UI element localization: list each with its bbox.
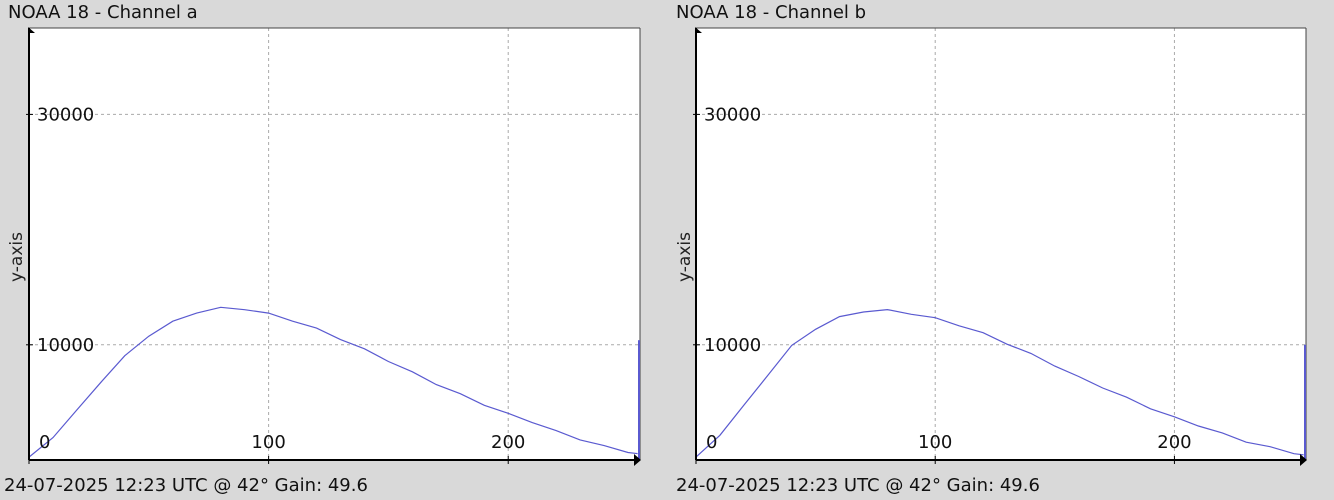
chart-footer: 24-07-2025 12:23 UTC @ 42° Gain: 49.6 xyxy=(676,475,1040,496)
y-axis-arrow xyxy=(28,27,35,33)
chart-plot-area: 0 100 200 10000 30000 xyxy=(693,27,1307,466)
plot-background xyxy=(696,28,1306,460)
y-tick-label: 10000 xyxy=(37,335,94,356)
y-tick-label: 30000 xyxy=(37,104,94,125)
x-tick-label: 200 xyxy=(1157,432,1191,453)
series-line xyxy=(28,306,638,458)
x-tick-label: 100 xyxy=(251,432,285,453)
chart-panel-channel-b: NOAA 18 - Channel b y-axis 0 100 200 10000 3… xyxy=(667,0,1334,500)
y-tick-label: 10000 xyxy=(704,335,761,356)
x-axis-arrow xyxy=(634,454,641,466)
x-axis-arrow xyxy=(1300,454,1307,466)
chart-title: NOAA 18 - Channel a xyxy=(8,2,198,23)
x-tick-label: 200 xyxy=(491,432,525,453)
series-line xyxy=(695,308,1304,458)
x-tick-label: 0 xyxy=(706,432,717,453)
y-tick-label: 30000 xyxy=(704,104,761,125)
chart-title: NOAA 18 - Channel b xyxy=(676,2,867,23)
plot-background xyxy=(29,28,640,460)
y-axis-arrow xyxy=(695,27,702,33)
x-tick-label: 100 xyxy=(918,432,952,453)
chart-panel-channel-a: NOAA 18 - Channel a y-axis 0 100 200 10000 3… xyxy=(4,2,641,496)
chart-plot-area: 0 100 200 10000 30000 xyxy=(26,27,641,466)
x-tick-label: 0 xyxy=(39,432,50,453)
chart-footer: 24-07-2025 12:23 UTC @ 42° Gain: 49.6 xyxy=(4,475,368,496)
